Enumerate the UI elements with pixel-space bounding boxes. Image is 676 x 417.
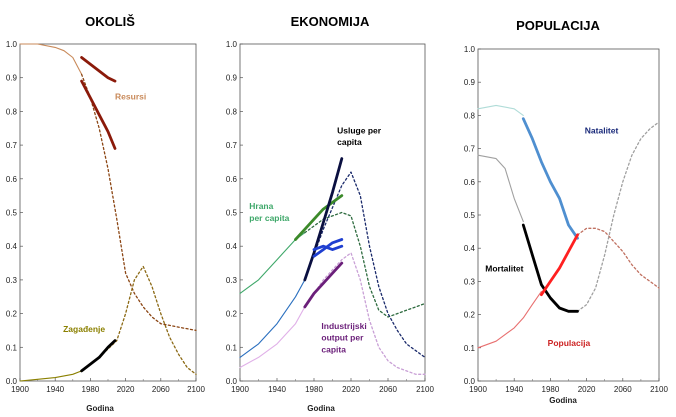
okolis-chart: 0.0 0.1 0.2 0.3 0.4 0.5 0.6 0.7 0.8 0.9 1.0 1900 194… bbox=[6, 40, 206, 394]
ekonomija-series-usluge-per-capita-thick bbox=[312, 244, 344, 252]
populacija-series-natalitet-solid bbox=[477, 104, 524, 116]
okolis-xtick-label: 1980 bbox=[82, 385, 100, 394]
populacija-ytick-label: 1.0 bbox=[464, 45, 476, 54]
ekonomija-xtick-label: 1900 bbox=[231, 385, 249, 394]
ekonomija-series-industrijski-output-per-capita-thick bbox=[303, 261, 344, 309]
populacija-series-label: Natalitet bbox=[585, 126, 619, 136]
ekonomija-xtick-label: 2100 bbox=[416, 385, 434, 394]
populacija-ytick-label: 0.2 bbox=[464, 311, 476, 320]
okolis-series-zagađenje-thick bbox=[80, 339, 117, 373]
populacija-ytick-label: 0.1 bbox=[464, 344, 476, 353]
populacija-series-natalitet-thick bbox=[521, 117, 579, 240]
ekonomija-chart: 0.0 0.1 0.2 0.3 0.4 0.5 0.6 0.7 0.8 0.9 1.0 1900 194… bbox=[226, 40, 435, 394]
ekonomija-ytick-label: 0.1 bbox=[226, 343, 238, 352]
ekonomija-xtick-label: 2060 bbox=[379, 385, 397, 394]
okolis-xtick-label: 1940 bbox=[46, 385, 64, 394]
ekonomija-ytick-label: 0.0 bbox=[226, 377, 238, 386]
okolis-xtick-label: 2060 bbox=[152, 385, 170, 394]
populacija-xtick-label: 2100 bbox=[650, 385, 668, 394]
okolis-xtick-label: 2020 bbox=[117, 385, 135, 394]
okolis-ytick-label: 0.1 bbox=[6, 343, 18, 352]
ekonomija-ytick-label: 1.0 bbox=[226, 40, 238, 49]
ekonomija-series-label: output per bbox=[321, 333, 364, 343]
chart-title-ekonomija: EKONOMIJA bbox=[291, 14, 370, 29]
ekonomija-ytick-label: 0.3 bbox=[226, 276, 238, 285]
okolis-ytick-label: 0.9 bbox=[6, 74, 18, 83]
populacija-series-mortalitet-solid bbox=[477, 154, 524, 223]
okolis-ytick-label: 0.2 bbox=[6, 310, 18, 319]
ekonomija-xlabel: Godina bbox=[307, 404, 335, 413]
ekonomija-xtick-label: 1940 bbox=[268, 385, 286, 394]
populacija-ytick-label: 0.4 bbox=[464, 244, 476, 253]
ekonomija-ytick-label: 0.4 bbox=[226, 242, 238, 251]
populacija-ytick-label: 0.6 bbox=[464, 178, 476, 187]
populacija-series-label: Populacija bbox=[548, 338, 591, 348]
populacija-xlabel: Godina bbox=[549, 396, 577, 405]
ekonomija-series-label: capita bbox=[321, 344, 346, 354]
okolis-series-zagađenje-solid bbox=[19, 370, 83, 382]
okolis-series-resursi-solid bbox=[19, 43, 83, 75]
populacija-series-mortalitet-dotted bbox=[576, 121, 660, 312]
populacija-ytick-label: 0.9 bbox=[464, 78, 476, 87]
okolis-xtick-label: 1900 bbox=[11, 385, 29, 394]
populacija-ytick-label: 0.0 bbox=[464, 377, 476, 386]
ekonomija-xtick-label: 1980 bbox=[305, 385, 323, 394]
okolis-xlabel: Godina bbox=[86, 404, 114, 413]
populacija-xtick-label: 2020 bbox=[578, 385, 596, 394]
ekonomija-series-label: capita bbox=[337, 137, 362, 147]
populacija-series-populacija-dotted bbox=[576, 227, 660, 289]
ekonomija-series-hrana-per-capita-solid bbox=[239, 232, 306, 294]
okolis-ytick-label: 0.7 bbox=[6, 141, 18, 150]
populacija-xtick-label: 1900 bbox=[469, 385, 487, 394]
okolis-ytick-label: 1.0 bbox=[6, 40, 18, 49]
populacija-ytick-label: 0.3 bbox=[464, 277, 476, 286]
okolis-ytick-label: 0.8 bbox=[6, 107, 18, 116]
ekonomija-series-label: Usluge per bbox=[337, 125, 382, 135]
ekonomija-ytick-label: 0.6 bbox=[226, 175, 238, 184]
ekonomija-ytick-label: 0.8 bbox=[226, 107, 238, 116]
populacija-ytick-label: 0.5 bbox=[464, 211, 476, 220]
populacija-xtick-label: 1940 bbox=[505, 385, 523, 394]
okolis-ytick-label: 0.6 bbox=[6, 175, 18, 184]
ekonomija-xtick-label: 2020 bbox=[342, 385, 360, 394]
ekonomija-series-label: per capita bbox=[249, 213, 289, 223]
ekonomija-series-label: Industrijski bbox=[321, 321, 366, 331]
ekonomija-series-hrana-per-capita-thick bbox=[294, 194, 344, 241]
populacija-series-populacija-solid bbox=[477, 290, 542, 349]
chart-title-okolis: OKOLIŠ bbox=[85, 14, 135, 29]
populacija-ytick-label: 0.8 bbox=[464, 111, 476, 120]
ekonomija-series-usluge-per-capita-thick bbox=[312, 238, 344, 258]
ekonomija-ytick-label: 0.5 bbox=[226, 209, 238, 218]
populacija-series-populacija-thick bbox=[540, 233, 579, 297]
populacija-xtick-label: 2060 bbox=[614, 385, 632, 394]
okolis-ytick-label: 0.5 bbox=[6, 209, 18, 218]
ekonomija-series-usluge-per-capita-dotted bbox=[304, 171, 426, 359]
ekonomija-ytick-label: 0.9 bbox=[226, 74, 238, 83]
okolis-series-label: Resursi bbox=[115, 92, 146, 102]
ekonomija-ytick-label: 0.2 bbox=[226, 310, 238, 319]
populacija-chart: 0.0 0.1 0.2 0.3 0.4 0.5 0.6 0.7 0.8 0.9 1.0 1900 194… bbox=[464, 45, 669, 394]
ekonomija-series-usluge-per-capita-thick bbox=[303, 157, 344, 282]
okolis-series-label: Zagađenje bbox=[63, 324, 105, 334]
okolis-series-resursi-thick bbox=[80, 56, 117, 83]
ekonomija-series-usluge-per-capita-solid bbox=[239, 279, 306, 358]
ekonomija-ytick-label: 0.7 bbox=[226, 141, 238, 150]
ekonomija-series-industrijski-output-per-capita-dotted bbox=[304, 252, 426, 375]
okolis-series-resursi-thick bbox=[80, 79, 117, 150]
okolis-series-resursi-dotted bbox=[80, 73, 197, 332]
populacija-series-mortalitet-thick bbox=[521, 223, 579, 313]
okolis-xtick-label: 2100 bbox=[187, 385, 205, 394]
populacija-plot-frame bbox=[477, 48, 660, 382]
okolis-ytick-label: 0.3 bbox=[6, 276, 18, 285]
ekonomija-series-industrijski-output-per-capita-solid bbox=[239, 306, 306, 369]
populacija-xtick-label: 1980 bbox=[542, 385, 560, 394]
chart-title-populacija: POPULACIJA bbox=[516, 18, 600, 33]
populacija-series-label: Mortalitet bbox=[485, 263, 523, 273]
ekonomija-series-label: Hrana bbox=[249, 201, 273, 211]
okolis-plot-frame bbox=[19, 43, 197, 382]
populacija-ytick-label: 0.7 bbox=[464, 145, 476, 154]
okolis-ytick-label: 0.0 bbox=[6, 377, 18, 386]
okolis-ytick-label: 0.4 bbox=[6, 242, 18, 251]
